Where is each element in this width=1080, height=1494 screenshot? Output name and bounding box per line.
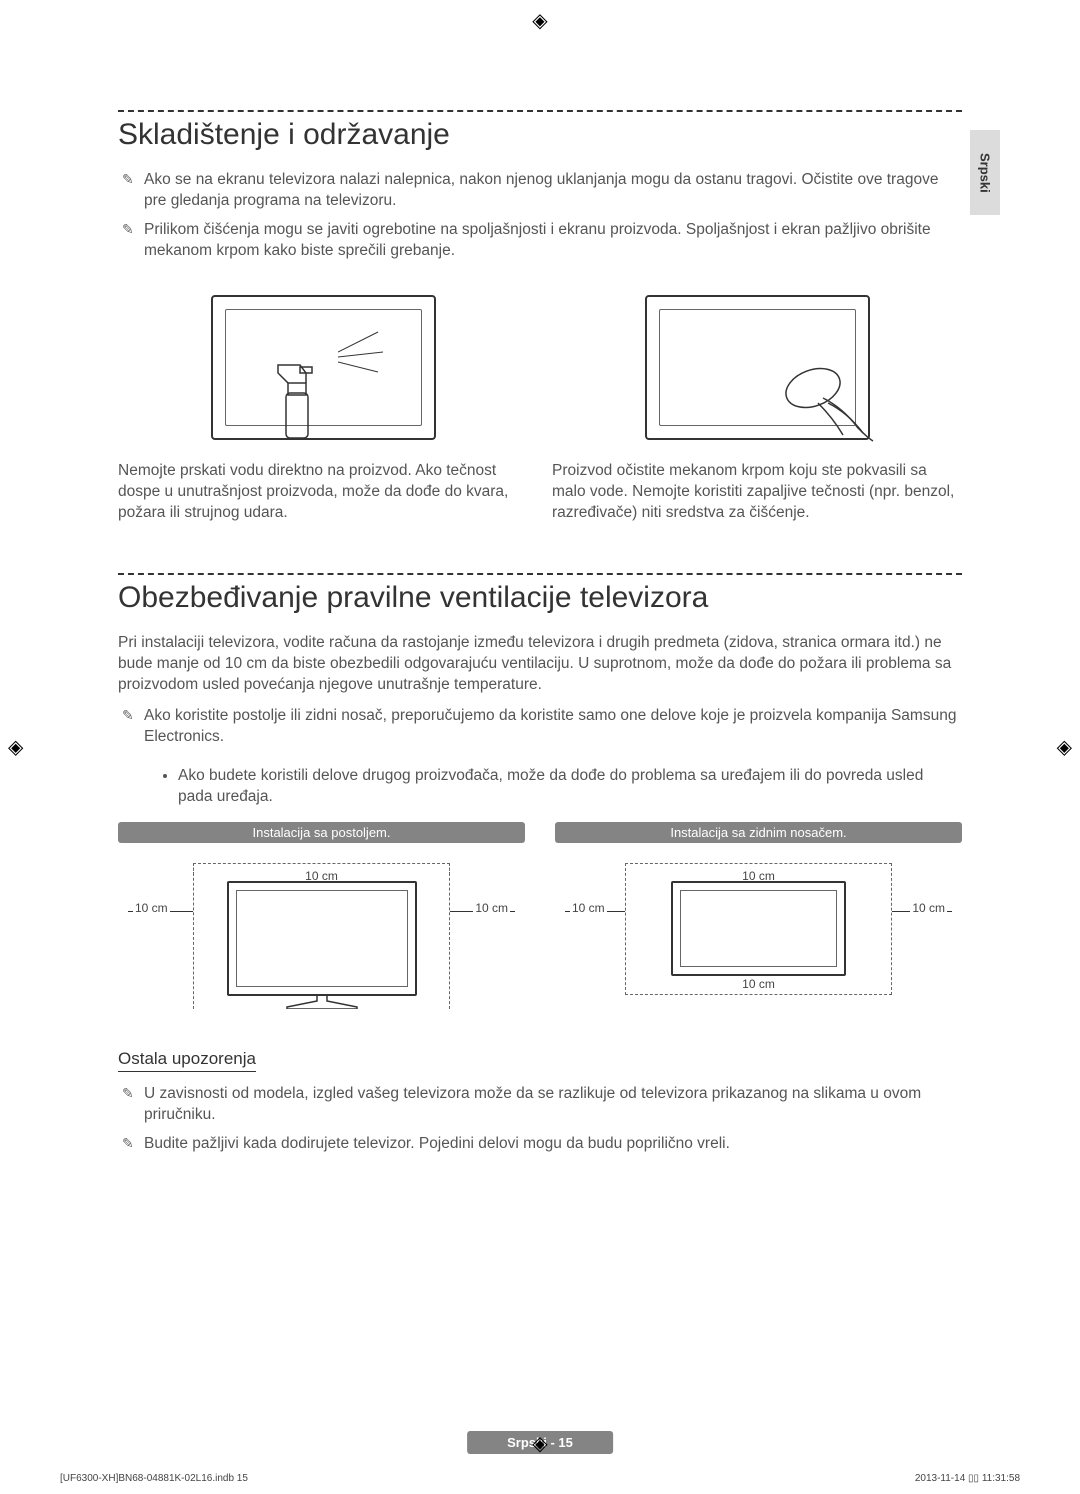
language-tab-label: Srpski — [978, 153, 993, 193]
dim-right: 10 cm — [473, 901, 510, 915]
section2-notes: Ako koristite postolje ili zidni nosač, … — [118, 706, 962, 748]
spray-bottle-icon — [258, 353, 338, 443]
dim-left: 10 cm — [570, 901, 607, 915]
tv-cloth-illustration — [552, 280, 962, 455]
note-item: Ako se na ekranu televizora nalazi nalep… — [118, 170, 962, 212]
install-wall-col: Instalacija sa zidnim nosačem. 10 cm 10 … — [555, 822, 962, 1009]
caption-left: Nemojte prskati vodu direktno na proizvo… — [118, 461, 528, 524]
note-item: U zavisnosti od modela, izgled vašeg tel… — [118, 1084, 962, 1126]
section1-title: Skladištenje i održavanje — [118, 118, 962, 152]
section3-notes: U zavisnosti od modela, izgled vašeg tel… — [118, 1084, 962, 1155]
section2-title: Obezbeđivanje pravilne ventilacije telev… — [118, 581, 962, 615]
tv-stand-icon — [282, 995, 362, 1009]
illustration-row: Nemojte prskati vodu direktno na proizvo… — [118, 280, 962, 524]
language-tab: Srpski — [970, 130, 1000, 215]
page-content: Skladištenje i održavanje Ako se na ekra… — [118, 110, 962, 1434]
install-stand-diagram: 10 cm 10 cm 10 cm — [118, 849, 525, 1009]
crop-mark-icon: ◈ — [1057, 735, 1072, 760]
section-divider — [118, 110, 962, 112]
install-wall-diagram: 10 cm 10 cm 10 cm 10 cm — [555, 849, 962, 1009]
dim-bottom: 10 cm — [740, 977, 777, 991]
section2-subbullet: Ako budete koristili delove drugog proiz… — [178, 766, 962, 808]
footer-doc-right: 2013-11-14 ▯▯ 11:31:58 — [915, 1473, 1020, 1484]
install-stand-col: Instalacija sa postoljem. 10 cm 10 cm 10… — [118, 822, 525, 1009]
section2-intro: Pri instalaciji televizora, vodite račun… — [118, 633, 962, 696]
spray-lines-icon — [338, 322, 408, 382]
section-divider — [118, 573, 962, 575]
install-stand-header: Instalacija sa postoljem. — [118, 822, 525, 843]
crop-mark-icon: ◈ — [532, 8, 547, 33]
section3-title: Ostala upozorenja — [118, 1049, 256, 1072]
caption-right: Proizvod očistite mekanom krpom koju ste… — [552, 461, 962, 524]
install-wall-header: Instalacija sa zidnim nosačem. — [555, 822, 962, 843]
crop-mark-icon: ◈ — [8, 735, 23, 760]
installation-diagrams: Instalacija sa postoljem. 10 cm 10 cm 10… — [118, 822, 962, 1009]
note-item: Ako koristite postolje ili zidni nosač, … — [118, 706, 962, 748]
dim-left: 10 cm — [133, 901, 170, 915]
footer-doc-left: [UF6300-XH]BN68-04881K-02L16.indb 15 — [60, 1473, 248, 1484]
note-item: Prilikom čišćenja mogu se javiti ogrebot… — [118, 220, 962, 262]
sub-bullet-item: Ako budete koristili delove drugog proiz… — [178, 766, 952, 808]
note-item: Budite pažljivi kada dodirujete televizo… — [118, 1134, 962, 1155]
hand-cloth-icon — [773, 353, 883, 443]
crop-mark-icon: ◈ — [532, 1431, 547, 1456]
tv-spray-illustration — [118, 280, 528, 455]
illustration-right: Proizvod očistite mekanom krpom koju ste… — [552, 280, 962, 524]
illustration-left: Nemojte prskati vodu direktno na proizvo… — [118, 280, 528, 524]
dim-right: 10 cm — [910, 901, 947, 915]
section1-notes: Ako se na ekranu televizora nalazi nalep… — [118, 170, 962, 262]
